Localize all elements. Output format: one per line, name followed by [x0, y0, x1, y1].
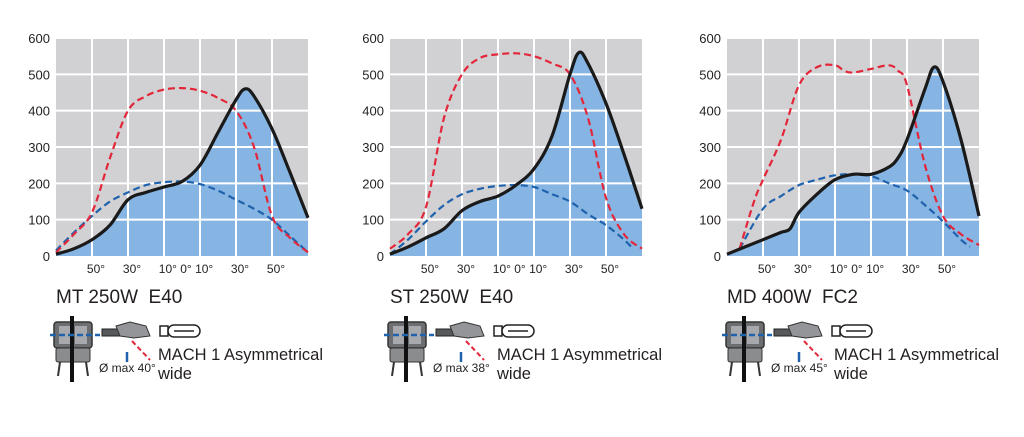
- max-angle-label: Ø max 40°: [99, 361, 156, 375]
- lamp-bulb-icon: [493, 324, 535, 338]
- y-tick-label: 0: [43, 249, 50, 264]
- x-tick-label: 10° 0° 10°: [830, 262, 885, 276]
- y-tick-label: 400: [28, 104, 50, 119]
- y-tick-label: 0: [377, 249, 384, 264]
- y-tick-label: 100: [362, 213, 384, 228]
- floodlight-icon: [384, 316, 434, 382]
- y-tick-label: 300: [699, 140, 721, 155]
- x-tick-label: 50°: [421, 262, 439, 276]
- optic-desc-line2: wide: [158, 365, 192, 383]
- lamp-bulb-icon: [831, 324, 873, 338]
- lamp-bulb-icon: [159, 324, 201, 338]
- x-tick-label: 30°: [565, 262, 583, 276]
- chart-panel-1: MT 250W E40 Ø max 40° MACH 1 Asymmetrica…: [0, 0, 330, 437]
- optic-desc-line1: MACH 1 Asymmetrical: [158, 346, 324, 364]
- y-tick-label: 0: [714, 249, 721, 264]
- y-tick-label: 600: [28, 31, 50, 46]
- x-tick-label: 10° 0° 10°: [493, 262, 548, 276]
- x-tick-label: 50°: [87, 262, 105, 276]
- series-line-solid: [726, 65, 981, 256]
- chart-1: 0 100 200 300 400 500 600 50° 30° 10° 0° 10° 30° 50…: [28, 31, 310, 276]
- optic-description: MACH 1 Asymmetrical wide: [834, 346, 999, 384]
- max-angle-label: Ø max 45°: [771, 361, 828, 375]
- optic-desc-line1: MACH 1 Asymmetrical: [834, 346, 1000, 364]
- y-tick-label: 400: [699, 104, 721, 119]
- streetlight-head-icon: [435, 321, 485, 362]
- series-line-red-dashed: [389, 52, 643, 250]
- optic-description: MACH 1 Asymmetrical wide: [158, 346, 323, 384]
- optic-desc-line1: MACH 1 Asymmetrical: [497, 346, 663, 364]
- series-fill-area: [727, 66, 979, 257]
- y-tick-label: 100: [28, 213, 50, 228]
- y-tick-label: 200: [28, 176, 50, 191]
- optic-desc-line2: wide: [834, 365, 868, 383]
- y-tick-label: 300: [362, 140, 384, 155]
- x-tick-label: 50°: [267, 262, 285, 276]
- series-fill-area: [390, 52, 642, 256]
- optic-description: MACH 1 Asymmetrical wide: [497, 346, 662, 384]
- y-tick-label: 400: [362, 104, 384, 119]
- series-line-solid: [55, 87, 310, 256]
- chart-title: MT 250W E40: [56, 287, 183, 308]
- y-tick-label: 500: [699, 67, 721, 82]
- y-tick-label: 200: [699, 176, 721, 191]
- series-line-red-dashed: [738, 63, 980, 250]
- streetlight-head-icon: [773, 321, 823, 362]
- x-tick-label: 50°: [938, 262, 956, 276]
- x-tick-label: 10° 0° 10°: [159, 262, 214, 276]
- x-tick-label: 30°: [457, 262, 475, 276]
- chart-title: MD 400W FC2: [727, 287, 858, 308]
- series-line-solid: [389, 50, 644, 256]
- max-angle-label: Ø max 38°: [433, 361, 490, 375]
- x-tick-label: 30°: [902, 262, 920, 276]
- y-tick-label: 600: [699, 31, 721, 46]
- x-tick-label: 50°: [601, 262, 619, 276]
- y-tick-label: 200: [362, 176, 384, 191]
- y-tick-label: 500: [362, 67, 384, 82]
- luminaire-diagram-icon: [384, 316, 535, 382]
- x-tick-label: 30°: [123, 262, 141, 276]
- x-tick-label: 30°: [794, 262, 812, 276]
- streetlight-head-icon: [101, 321, 151, 362]
- chart-panel-2: ST 250W E40 Ø max 38° MACH 1 Asymmetrica…: [336, 0, 666, 437]
- y-tick-label: 500: [28, 67, 50, 82]
- x-tick-label: 30°: [231, 262, 249, 276]
- y-tick-label: 300: [28, 140, 50, 155]
- chart-2: 0 100 200 300 400 500 600 50° 30° 10° 0° 10° 30° 50…: [362, 31, 644, 276]
- chart-panel-3: MD 400W FC2 Ø max 45° MACH 1 Asymmetrica…: [672, 0, 1002, 437]
- luminaire-diagram-icon: [50, 316, 201, 382]
- chart-title: ST 250W E40: [390, 287, 514, 308]
- floodlight-icon: [50, 316, 100, 382]
- y-tick-label: 100: [699, 213, 721, 228]
- luminaire-diagram-icon: [722, 316, 873, 382]
- series-line-red-dashed: [55, 86, 309, 254]
- optic-desc-line2: wide: [497, 365, 531, 383]
- chart-3: 0 100 200 300 400 500 600 50° 30° 10° 0° 10° 30° 50…: [699, 31, 981, 276]
- y-tick-label: 600: [362, 31, 384, 46]
- x-tick-label: 50°: [758, 262, 776, 276]
- floodlight-icon: [722, 316, 772, 382]
